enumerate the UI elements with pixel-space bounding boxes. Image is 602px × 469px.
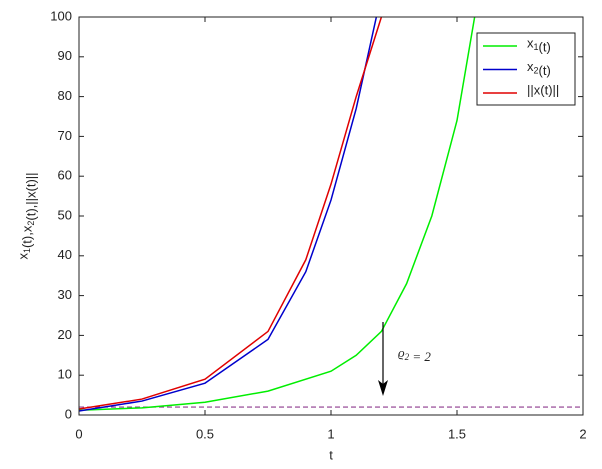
x-axis-label: t	[329, 447, 333, 462]
x-tick-label: 0.5	[196, 426, 214, 441]
y-tick-label: 10	[58, 367, 72, 382]
series-line	[79, 17, 378, 412]
y-tick-label: 0	[65, 406, 72, 421]
y-tick-label: 60	[58, 168, 72, 183]
x-tick-label: 2	[579, 426, 586, 441]
y-tick-label: 90	[58, 48, 72, 63]
y-tick-label: 50	[58, 207, 72, 222]
y-tick-label: 40	[58, 247, 72, 262]
legend-label: ||x(t)||	[527, 82, 559, 97]
x-tick-label: 1	[327, 426, 334, 441]
series-line	[79, 17, 476, 411]
y-tick-label: 20	[58, 327, 72, 342]
legend-label: x1(t)	[527, 35, 551, 54]
legend-label: x2(t)	[527, 59, 551, 78]
y-tick-label: 100	[50, 8, 72, 23]
axes-frame	[78, 16, 584, 416]
x-tick-label: 0	[75, 426, 82, 441]
y-tick-label: 30	[58, 287, 72, 302]
y-tick-label: 80	[58, 88, 72, 103]
annotation-arrowhead	[378, 380, 388, 396]
y-axis-label: x1(t),x2(t),||x(t)||	[15, 172, 38, 259]
x-tick-label: 1.5	[448, 426, 466, 441]
series-line	[79, 17, 383, 410]
y-tick-label: 70	[58, 128, 72, 143]
